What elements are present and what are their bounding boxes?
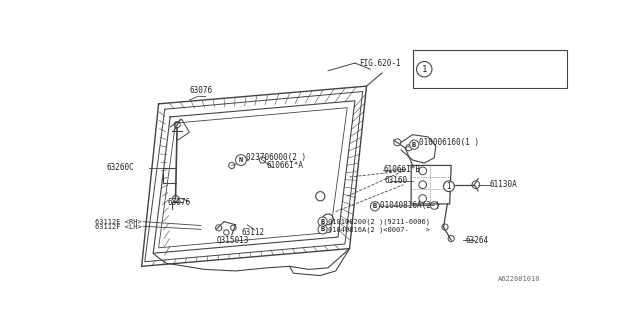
Text: 023706000(2 ): 023706000(2 ) (246, 153, 306, 162)
Text: N: N (239, 157, 243, 163)
Text: 01040816A(2 ): 01040816A(2 ) (380, 201, 440, 210)
Text: A622001010: A622001010 (497, 276, 540, 282)
Text: 63076: 63076 (168, 198, 191, 207)
Text: B: B (321, 226, 324, 232)
Text: 010108200(2 )(9211-0006): 010108200(2 )(9211-0006) (328, 219, 430, 225)
Text: FIG.620-1: FIG.620-1 (359, 59, 401, 68)
Bar (413, 50, 566, 88)
Text: 01040816A(2 )<0007-    >: 01040816A(2 )<0007- > (328, 226, 430, 233)
Text: 63112E <RH>: 63112E <RH> (95, 219, 142, 225)
Circle shape (417, 61, 432, 77)
Text: 63112: 63112 (242, 228, 265, 237)
Text: B: B (321, 219, 324, 225)
Text: Q315013: Q315013 (216, 236, 249, 245)
Text: 61066I*A: 61066I*A (266, 161, 303, 170)
Text: 63260C: 63260C (106, 163, 134, 172)
Text: 63264: 63264 (465, 236, 488, 245)
Text: 63176A: 63176A (438, 55, 466, 64)
Circle shape (236, 155, 246, 165)
Text: 61066I*B: 61066I*B (383, 165, 420, 174)
Text: 63176: 63176 (438, 74, 461, 83)
Circle shape (410, 140, 419, 149)
Text: 1: 1 (422, 65, 427, 74)
Text: B: B (373, 203, 377, 209)
Circle shape (371, 202, 380, 211)
Text: <EXC. AUTO LOCK>: <EXC. AUTO LOCK> (478, 74, 552, 83)
Circle shape (318, 225, 327, 234)
Text: 63112F <LH>: 63112F <LH> (95, 224, 142, 230)
Text: 010006160(1 ): 010006160(1 ) (419, 138, 479, 147)
Text: 63160: 63160 (385, 176, 408, 185)
Circle shape (444, 181, 454, 192)
Text: 61130A: 61130A (490, 180, 518, 189)
Circle shape (318, 217, 327, 226)
Text: <FOR AUTO LOCK>: <FOR AUTO LOCK> (478, 55, 548, 64)
Text: 1: 1 (447, 182, 451, 191)
Text: B: B (412, 142, 417, 148)
Text: 63076: 63076 (189, 86, 212, 95)
